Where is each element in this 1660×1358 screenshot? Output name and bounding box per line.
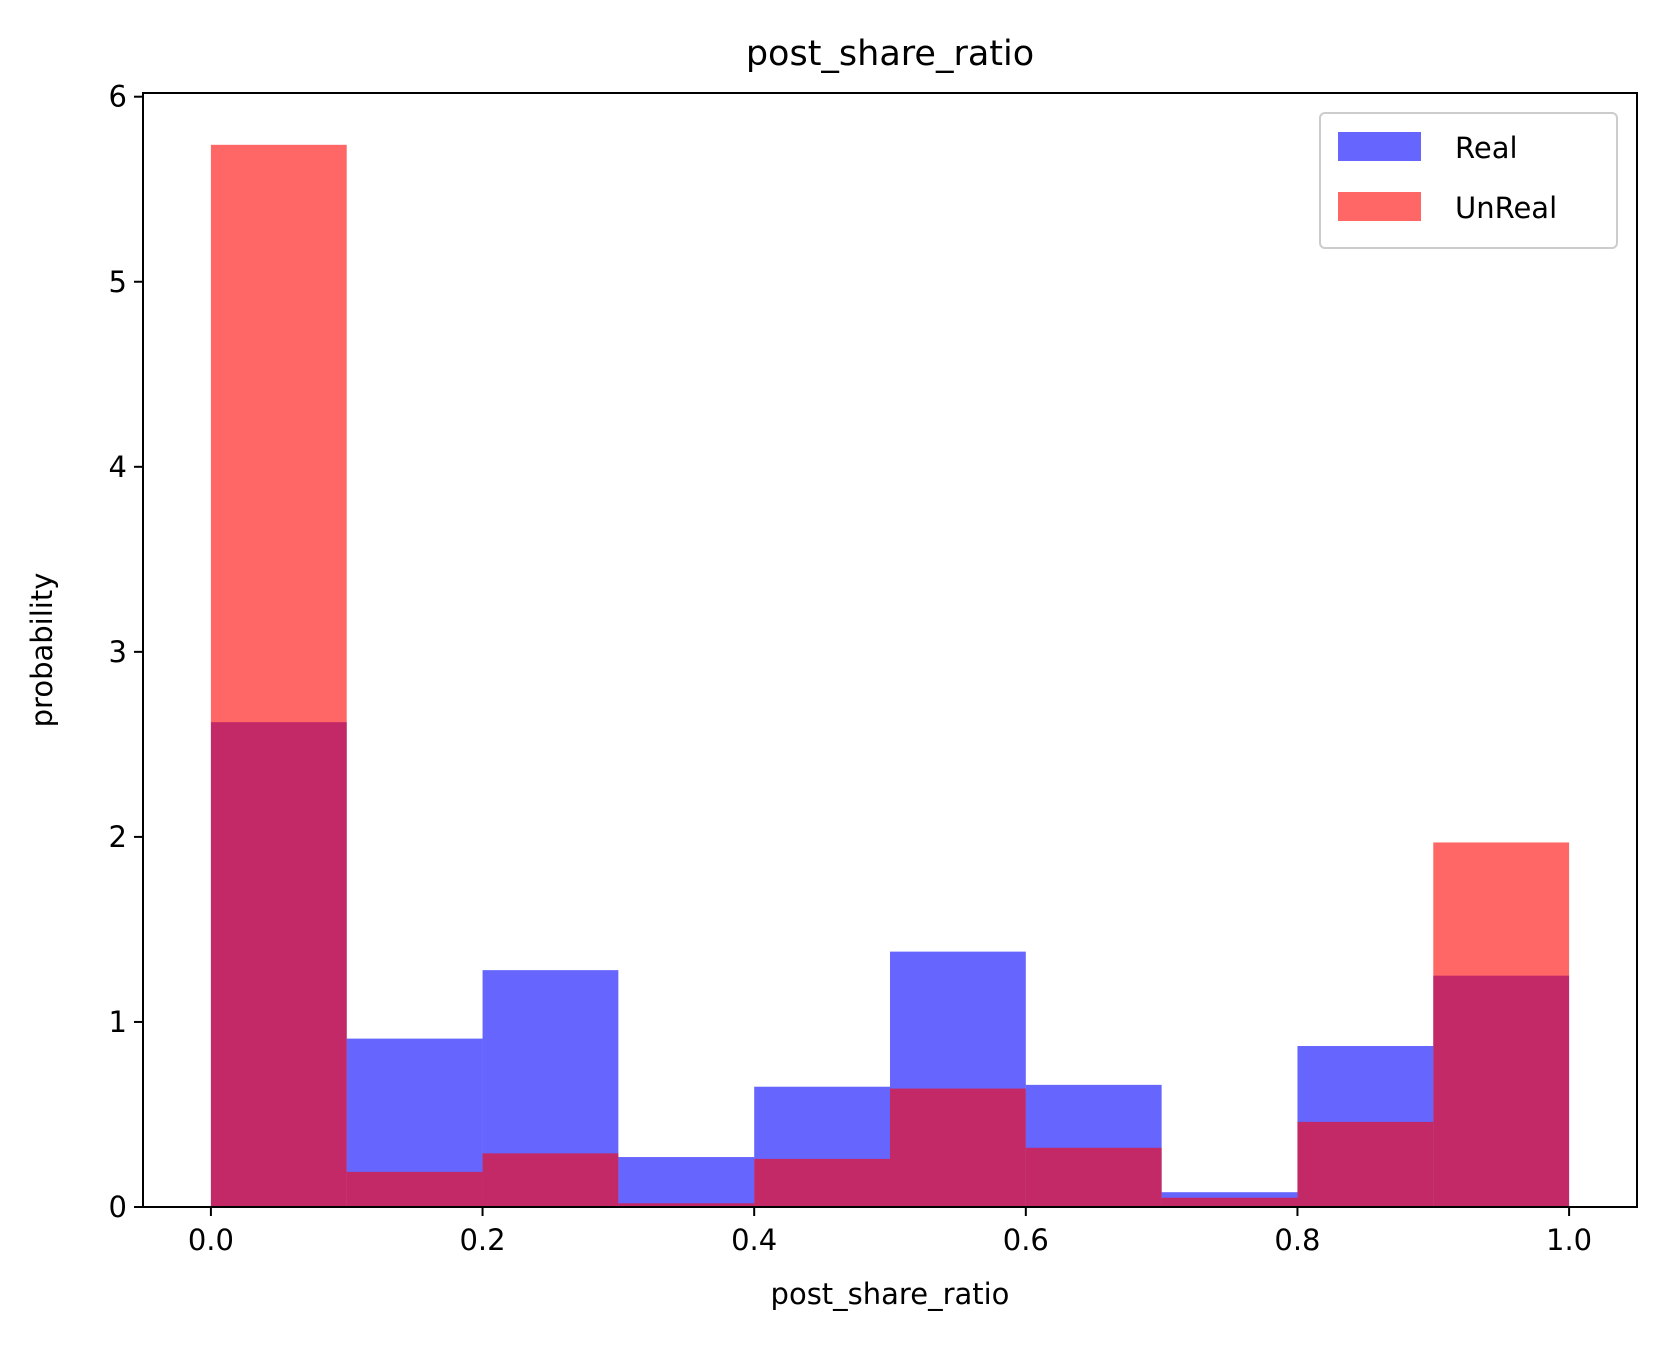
bar-unreal-2	[482, 1153, 619, 1207]
x-tick-label: 0.0	[188, 1223, 234, 1257]
y-tick-label: 6	[109, 80, 127, 114]
x-tick-label: 0.8	[1274, 1223, 1320, 1257]
bars-layer	[210, 144, 1570, 1207]
bar-unreal-9	[1433, 842, 1570, 1207]
legend-swatch-unreal	[1338, 192, 1421, 221]
x-tick-label: 1.0	[1546, 1223, 1592, 1257]
bar-unreal-3	[618, 1203, 755, 1207]
bar-unreal-6	[1025, 1147, 1162, 1207]
x-axis-label: post_share_ratio	[771, 1277, 1010, 1311]
bar-unreal-0	[210, 144, 347, 1207]
y-axis-ticks: 0 1 2 3 4 5 6	[109, 80, 143, 1224]
bar-unreal-1	[346, 1171, 483, 1207]
x-axis-ticks: 0.0 0.2 0.4 0.6 0.8 1.0	[188, 1207, 1592, 1257]
bar-unreal-8	[1297, 1121, 1434, 1207]
legend-swatch-real	[1338, 132, 1421, 161]
bar-real-3	[618, 1157, 755, 1207]
chart-title: post_share_ratio	[746, 34, 1034, 74]
y-axis-label: probability	[25, 573, 59, 728]
y-tick-label: 3	[109, 635, 127, 669]
bar-unreal-7	[1161, 1197, 1298, 1207]
bar-unreal-4	[754, 1158, 890, 1207]
x-tick-label: 0.2	[459, 1223, 505, 1257]
y-tick-label: 1	[109, 1005, 127, 1039]
y-tick-label: 2	[109, 820, 127, 854]
bar-unreal-5	[890, 1088, 1026, 1207]
x-tick-label: 0.4	[731, 1223, 777, 1257]
y-tick-label: 5	[109, 265, 127, 299]
legend-label-real: Real	[1455, 131, 1518, 165]
y-tick-label: 0	[109, 1190, 127, 1224]
plot-frame	[142, 92, 1638, 1208]
y-tick-label: 4	[109, 450, 127, 484]
legend-label-unreal: UnReal	[1455, 191, 1557, 225]
legend: Real UnReal	[1319, 112, 1618, 249]
x-tick-label: 0.6	[1003, 1223, 1049, 1257]
